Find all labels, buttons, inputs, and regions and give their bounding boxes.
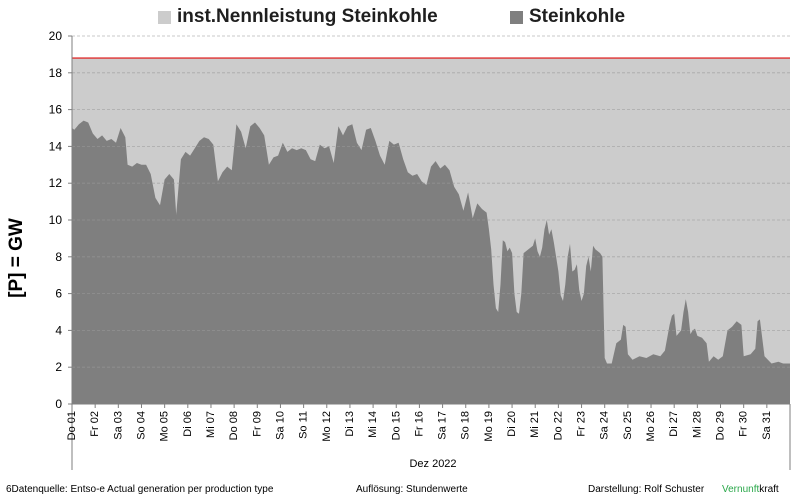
footer-brand-part1: Vernunft [722, 484, 760, 495]
y-tick-label: 0 [55, 397, 62, 411]
x-tick-label: Do 15 [390, 411, 402, 440]
footer-resolution: Auflösung: Stundenwerte [356, 484, 468, 495]
x-tick-label: Do 22 [552, 411, 564, 440]
y-tick-label: 16 [49, 103, 63, 117]
x-tick-label: Do 08 [228, 411, 240, 440]
legend-item-capacity: inst.Nennleistung Steinkohle [158, 6, 438, 28]
x-tick-label: Mi 21 [529, 411, 541, 438]
y-tick-label: 8 [55, 250, 62, 264]
footer-source: 6Datenquelle: Entso-e Actual generation … [6, 484, 274, 495]
x-tick-label: Mo 12 [321, 411, 333, 442]
footer-author: Darstellung: Rolf Schuster [588, 484, 705, 495]
legend-swatch-capacity [158, 10, 171, 24]
chart: 0 2 4 6 8 10 12 14 16 18 20 Do 01 Fr 02 Sa 03 So 04 Mo … [6, 29, 791, 470]
x-tick-label: Sa 10 [275, 411, 287, 440]
x-tick-label: Do 01 [66, 411, 78, 440]
x-tick-label: Do 29 [715, 411, 727, 440]
y-tick-label: 18 [49, 66, 63, 80]
footer-brand-part2: kraft [759, 484, 779, 495]
legend-swatch-steinkohle [510, 10, 523, 24]
x-tick-label: Sa 17 [437, 411, 449, 440]
x-tick-label: Di 06 [182, 411, 194, 437]
legend-item-steinkohle: Steinkohle [510, 6, 625, 28]
x-tick-label: Mo 26 [645, 411, 657, 442]
x-tick-label: Sa 31 [761, 411, 773, 440]
x-tick-label: Di 20 [506, 411, 518, 437]
y-tick-label: 4 [55, 323, 62, 337]
x-tick-label: Fr 02 [89, 411, 101, 437]
x-tick-label: Di 27 [668, 411, 680, 437]
footer-brand: Vernunftkraft [722, 484, 779, 495]
x-tick-label: Mi 07 [205, 411, 217, 438]
x-tick-label: Fr 23 [576, 411, 588, 437]
y-tick-label: 20 [49, 29, 63, 43]
y-tick-label: 12 [49, 176, 63, 190]
y-tick-label: 10 [49, 213, 63, 227]
x-tick-label: Fr 09 [251, 411, 263, 437]
x-tick-label: Mi 14 [367, 411, 379, 438]
x-tick-label: So 11 [298, 411, 310, 439]
x-tick-label: Sa 24 [599, 411, 611, 440]
x-tick-label: So 25 [622, 411, 634, 440]
legend-label-capacity: inst.Nennleistung Steinkohle [177, 6, 438, 27]
x-tick-label: So 04 [136, 411, 148, 440]
y-tick-label: 6 [55, 287, 62, 301]
steinkohle-area [72, 120, 790, 404]
x-tick-label: Mi 28 [691, 411, 703, 438]
x-tick-label: Fr 16 [413, 411, 425, 437]
x-tick-label: Sa 03 [112, 411, 124, 440]
x-tick-label: Fr 30 [738, 411, 750, 437]
x-tick-label: Mo 19 [483, 411, 495, 442]
y-tick-label: 14 [49, 139, 63, 153]
y-axis-title: [P] = GW [6, 218, 27, 298]
x-axis-title: Dez 2022 [409, 458, 456, 470]
legend: inst.Nennleistung Steinkohle Steinkohle [0, 6, 800, 34]
y-tick-label: 2 [55, 360, 62, 374]
x-tick-label: So 18 [460, 411, 472, 440]
x-tick-label: Di 13 [344, 411, 356, 437]
legend-label-steinkohle: Steinkohle [529, 6, 626, 27]
x-tick-label: Mo 05 [159, 411, 171, 442]
